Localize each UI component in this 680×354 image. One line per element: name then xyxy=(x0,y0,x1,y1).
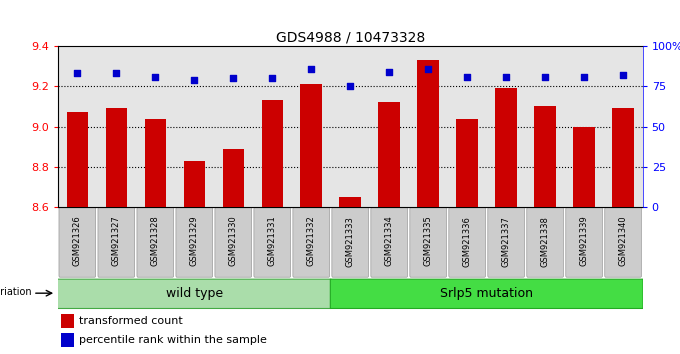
Text: GSM921330: GSM921330 xyxy=(228,216,238,267)
Bar xyxy=(613,108,634,207)
Bar xyxy=(564,46,604,207)
FancyBboxPatch shape xyxy=(215,208,252,277)
Point xyxy=(150,74,160,79)
Bar xyxy=(97,46,136,207)
Text: transformed count: transformed count xyxy=(79,316,183,326)
Bar xyxy=(61,333,73,347)
Point xyxy=(267,75,277,81)
Point xyxy=(228,75,239,81)
Bar xyxy=(292,46,330,207)
Text: Srlp5 mutation: Srlp5 mutation xyxy=(440,287,533,300)
FancyBboxPatch shape xyxy=(293,208,330,277)
Text: GSM921340: GSM921340 xyxy=(619,216,628,267)
FancyBboxPatch shape xyxy=(330,279,643,308)
Bar xyxy=(105,108,127,207)
Point xyxy=(384,69,394,75)
Text: GSM921327: GSM921327 xyxy=(112,216,121,267)
Bar xyxy=(175,46,214,207)
FancyBboxPatch shape xyxy=(410,208,447,277)
FancyBboxPatch shape xyxy=(488,208,524,277)
Point xyxy=(189,77,200,83)
Point xyxy=(462,74,473,79)
Text: percentile rank within the sample: percentile rank within the sample xyxy=(79,335,267,345)
Bar xyxy=(379,102,400,207)
Bar xyxy=(409,46,447,207)
FancyBboxPatch shape xyxy=(176,208,213,277)
Point xyxy=(540,74,551,79)
Text: GSM921331: GSM921331 xyxy=(268,216,277,267)
FancyBboxPatch shape xyxy=(57,279,331,308)
Text: GSM921326: GSM921326 xyxy=(73,216,82,267)
Bar xyxy=(534,107,556,207)
Point xyxy=(111,70,122,76)
Bar xyxy=(222,149,244,207)
Point xyxy=(617,72,628,78)
Text: GSM921328: GSM921328 xyxy=(151,216,160,267)
Bar xyxy=(330,46,370,207)
Point xyxy=(345,84,356,89)
Bar xyxy=(67,113,88,207)
Bar xyxy=(184,161,205,207)
Text: GSM921337: GSM921337 xyxy=(502,216,511,267)
Bar xyxy=(370,46,409,207)
Point xyxy=(423,66,434,72)
Point xyxy=(500,74,511,79)
FancyBboxPatch shape xyxy=(566,208,602,277)
Text: GSM921332: GSM921332 xyxy=(307,216,316,267)
Bar xyxy=(573,126,595,207)
Point xyxy=(306,66,317,72)
Bar xyxy=(418,60,439,207)
Text: GSM921336: GSM921336 xyxy=(462,216,472,267)
Bar xyxy=(447,46,487,207)
FancyBboxPatch shape xyxy=(59,208,96,277)
Bar xyxy=(262,101,283,207)
Bar xyxy=(339,197,361,207)
Bar xyxy=(526,46,564,207)
FancyBboxPatch shape xyxy=(254,208,290,277)
Point xyxy=(72,70,83,76)
Bar xyxy=(58,46,97,207)
Bar xyxy=(604,46,643,207)
Text: GSM921333: GSM921333 xyxy=(345,216,355,267)
Bar xyxy=(487,46,526,207)
Point xyxy=(579,74,590,79)
Bar xyxy=(456,119,478,207)
Bar xyxy=(145,119,166,207)
Bar xyxy=(136,46,175,207)
FancyBboxPatch shape xyxy=(605,208,641,277)
FancyBboxPatch shape xyxy=(371,208,407,277)
Bar xyxy=(496,88,517,207)
Bar xyxy=(61,314,73,328)
FancyBboxPatch shape xyxy=(98,208,135,277)
Text: genotype/variation: genotype/variation xyxy=(0,287,32,297)
Bar xyxy=(253,46,292,207)
Text: GSM921329: GSM921329 xyxy=(190,216,199,267)
Text: GSM921334: GSM921334 xyxy=(385,216,394,267)
Text: GSM921339: GSM921339 xyxy=(579,216,589,267)
Bar xyxy=(301,84,322,207)
FancyBboxPatch shape xyxy=(332,208,369,277)
FancyBboxPatch shape xyxy=(449,208,486,277)
Text: GSM921338: GSM921338 xyxy=(541,216,549,267)
Bar xyxy=(214,46,253,207)
Title: GDS4988 / 10473328: GDS4988 / 10473328 xyxy=(275,31,425,45)
FancyBboxPatch shape xyxy=(137,208,173,277)
Text: wild type: wild type xyxy=(166,287,223,300)
Text: GSM921335: GSM921335 xyxy=(424,216,432,267)
FancyBboxPatch shape xyxy=(527,208,564,277)
